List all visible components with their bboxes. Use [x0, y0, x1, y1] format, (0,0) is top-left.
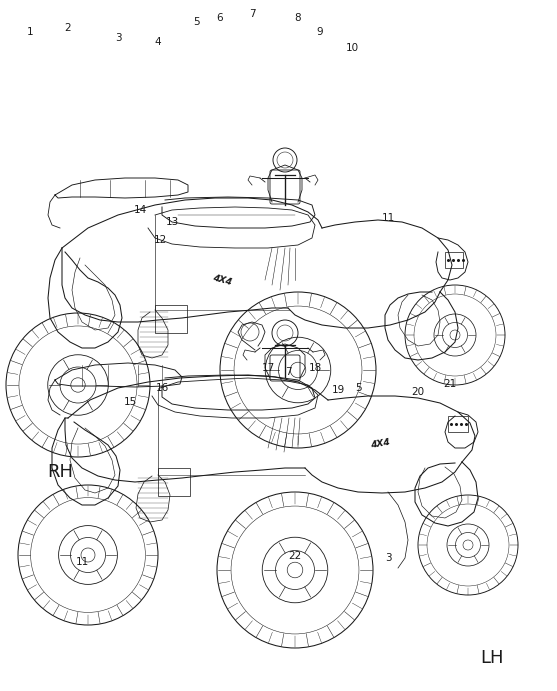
Text: 7: 7	[285, 367, 291, 377]
Text: 11: 11	[382, 213, 394, 223]
Text: 19: 19	[331, 385, 345, 395]
Text: RH: RH	[47, 463, 73, 481]
Text: 4X4: 4X4	[212, 273, 233, 287]
Text: 5: 5	[193, 17, 199, 27]
Text: 20: 20	[412, 387, 424, 397]
Text: 17: 17	[261, 363, 275, 373]
Text: 2: 2	[65, 23, 71, 33]
Text: 3: 3	[115, 33, 121, 43]
Text: 4X4: 4X4	[370, 438, 390, 450]
Text: LH: LH	[480, 649, 504, 667]
Text: 7: 7	[248, 9, 255, 19]
Text: 9: 9	[317, 27, 323, 37]
Bar	[155, 305, 187, 333]
Text: 4: 4	[155, 37, 162, 47]
Text: 5: 5	[355, 383, 361, 393]
Text: 8: 8	[295, 13, 301, 23]
Text: 13: 13	[165, 217, 179, 227]
Text: 18: 18	[309, 363, 321, 373]
Text: 12: 12	[153, 235, 167, 245]
Bar	[158, 468, 190, 496]
Text: 21: 21	[443, 379, 457, 389]
Text: 6: 6	[217, 13, 223, 23]
Text: 3: 3	[385, 553, 392, 563]
Text: 22: 22	[289, 551, 302, 561]
Text: 14: 14	[133, 205, 146, 215]
Text: 11: 11	[75, 557, 89, 567]
Text: 15: 15	[123, 397, 136, 407]
Bar	[448, 416, 468, 432]
Text: 16: 16	[155, 383, 169, 393]
Bar	[445, 252, 463, 268]
Text: 10: 10	[345, 43, 359, 53]
Text: 1: 1	[27, 27, 33, 37]
